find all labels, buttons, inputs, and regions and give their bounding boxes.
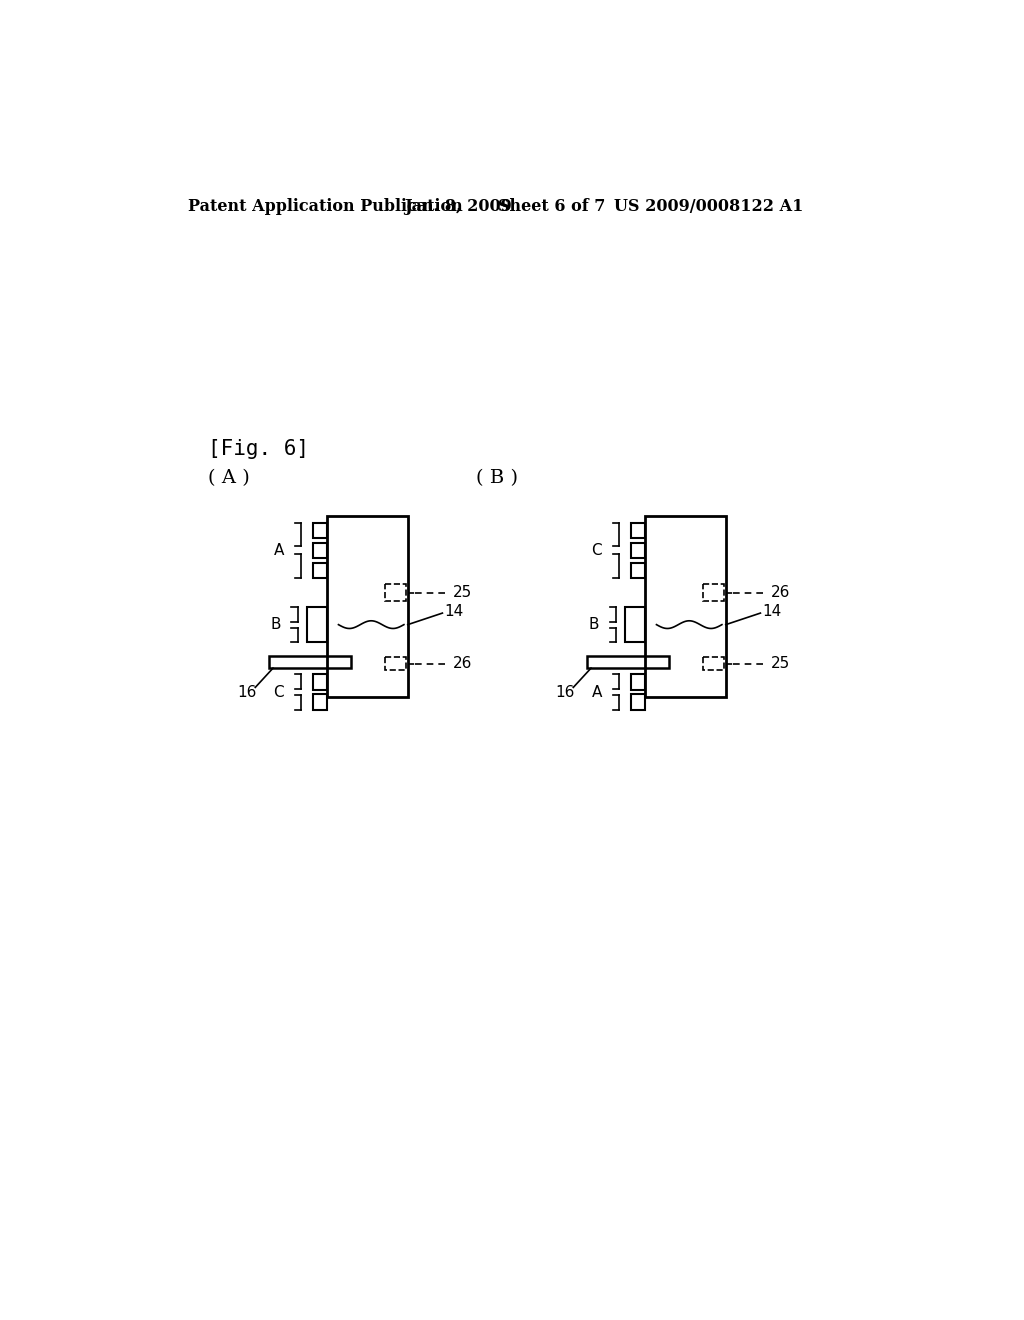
Text: 16: 16	[555, 685, 574, 701]
Text: B: B	[588, 618, 599, 632]
Text: Patent Application Publication: Patent Application Publication	[188, 198, 463, 215]
Bar	[313, 694, 327, 710]
Bar	[631, 562, 645, 578]
Text: C: C	[591, 543, 602, 558]
Text: 26: 26	[453, 656, 472, 671]
Text: C: C	[273, 685, 284, 700]
Text: 14: 14	[444, 605, 463, 619]
Text: 25: 25	[770, 656, 790, 671]
Bar	[313, 562, 327, 578]
Text: Jan. 8, 2009: Jan. 8, 2009	[403, 198, 512, 215]
Bar	[631, 675, 645, 689]
Bar	[631, 694, 645, 710]
Bar	[313, 543, 327, 558]
Bar	[587, 656, 669, 668]
Text: A: A	[592, 685, 602, 700]
Bar	[631, 523, 645, 539]
Text: 26: 26	[770, 585, 790, 601]
Bar	[327, 516, 408, 697]
Bar	[385, 656, 407, 671]
Bar	[385, 585, 407, 601]
Text: US 2009/0008122 A1: US 2009/0008122 A1	[614, 198, 804, 215]
Text: 16: 16	[237, 685, 256, 701]
Bar	[313, 523, 327, 539]
Text: ( A ): ( A )	[208, 469, 249, 487]
Bar	[269, 656, 351, 668]
Bar	[313, 675, 327, 689]
Bar	[702, 656, 724, 671]
Text: [Fig. 6]: [Fig. 6]	[208, 440, 308, 459]
Text: B: B	[270, 618, 281, 632]
Bar	[625, 607, 645, 642]
Text: 25: 25	[453, 585, 472, 601]
Text: ( B ): ( B )	[475, 469, 517, 487]
Bar	[631, 543, 645, 558]
Bar	[702, 585, 724, 601]
Text: A: A	[273, 543, 284, 558]
Bar	[645, 516, 726, 697]
Bar	[307, 607, 327, 642]
Text: Sheet 6 of 7: Sheet 6 of 7	[498, 198, 605, 215]
Text: 14: 14	[762, 605, 781, 619]
